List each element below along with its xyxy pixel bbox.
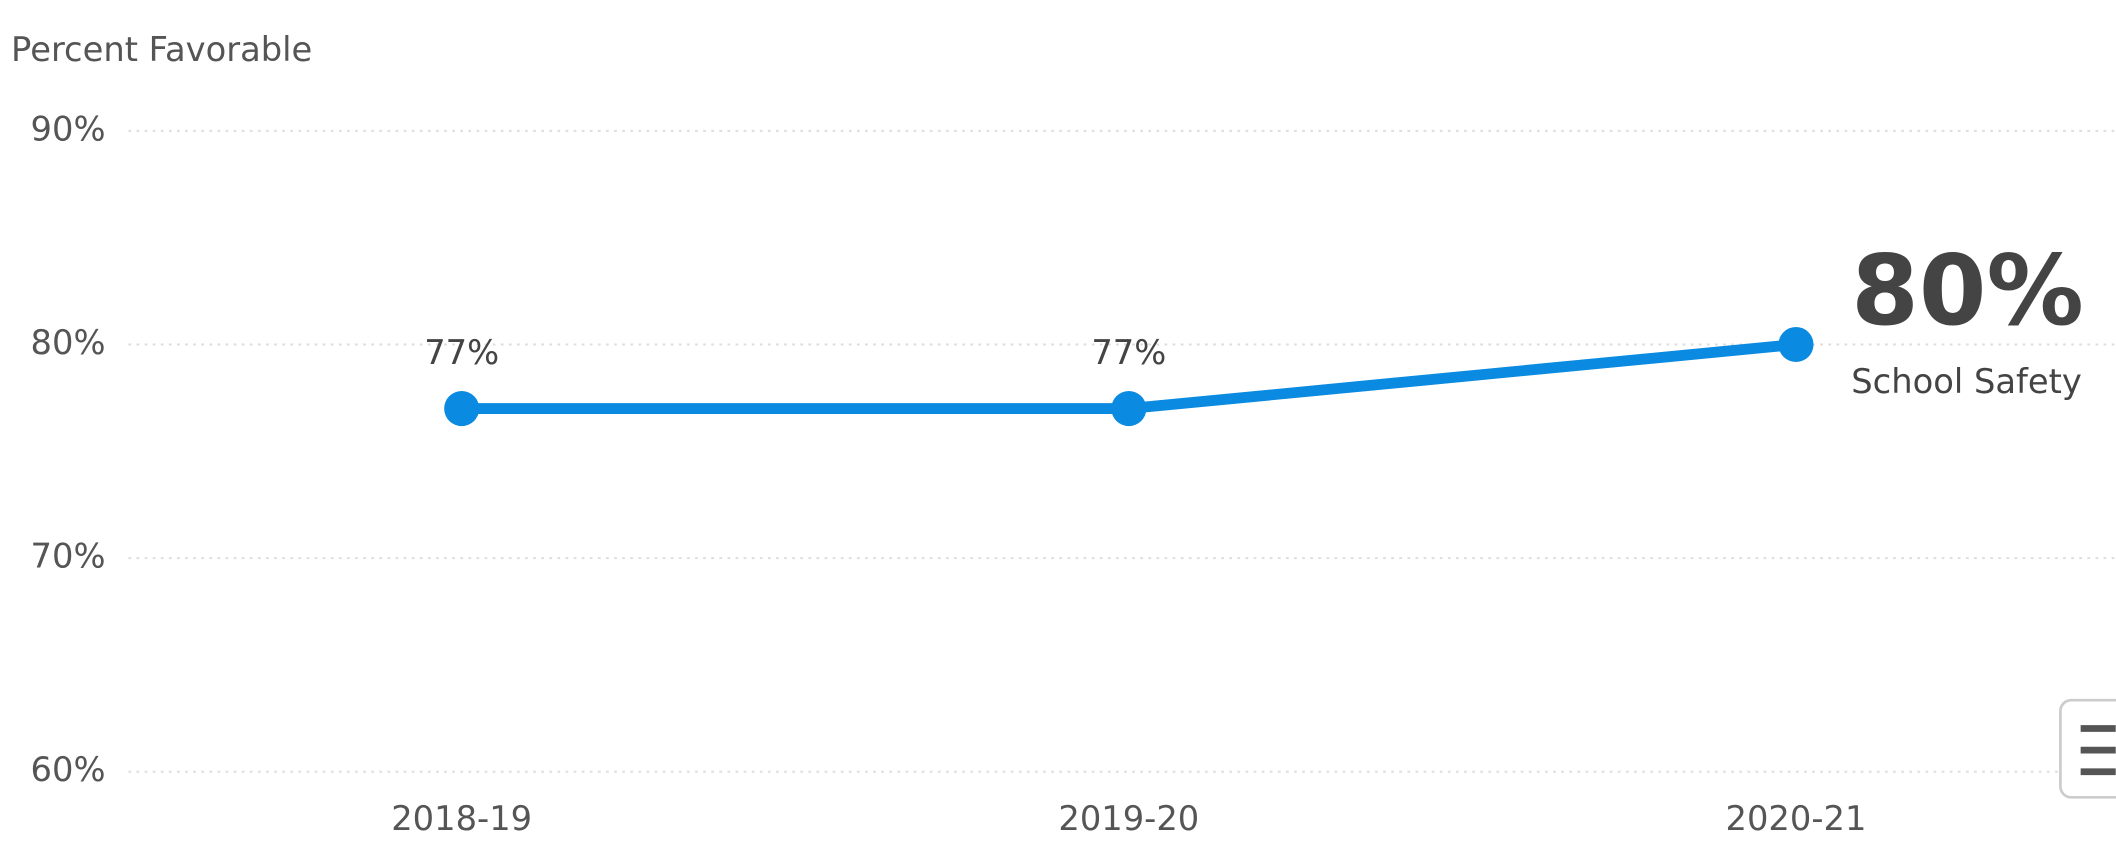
y-tick-label: 80%: [31, 323, 106, 362]
menu-button[interactable]: [2059, 698, 2116, 799]
highlight-label: 80%: [1851, 234, 2083, 347]
y-axis-title: Percent Favorable: [11, 30, 312, 69]
point: [1778, 326, 1814, 363]
x-tick-label: 2018-19: [391, 799, 532, 838]
y-tick-label: 60%: [31, 750, 106, 789]
x-tick-label: 2019-20: [1058, 799, 1199, 838]
point: [1111, 391, 1147, 427]
y-tick-label: 70%: [31, 537, 106, 576]
point: [444, 391, 480, 427]
data-label: 77%: [1091, 333, 1166, 372]
data-label: 77%: [424, 333, 499, 372]
series-name: School Safety: [1851, 362, 2082, 401]
x-tick-label: 2020-21: [1726, 799, 1867, 838]
y-tick-label: 90%: [31, 109, 106, 148]
